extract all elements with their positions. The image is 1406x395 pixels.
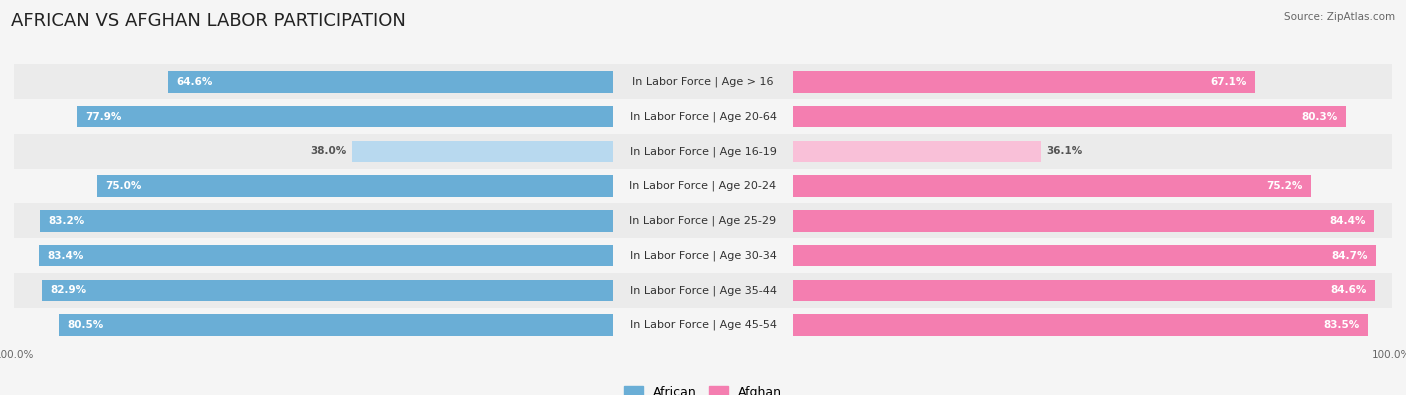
Text: 80.3%: 80.3% — [1302, 111, 1337, 122]
Bar — [169, 71, 613, 92]
Bar — [39, 245, 613, 266]
Bar — [14, 134, 1392, 169]
Text: 83.4%: 83.4% — [48, 250, 83, 261]
Text: 83.2%: 83.2% — [48, 216, 84, 226]
Bar — [41, 210, 613, 231]
Text: 77.9%: 77.9% — [84, 111, 121, 122]
Bar — [352, 141, 613, 162]
Bar — [14, 203, 1392, 238]
Bar — [59, 314, 613, 336]
Bar — [77, 106, 613, 127]
Bar — [14, 169, 1392, 203]
Bar — [793, 210, 1374, 231]
Text: 84.6%: 84.6% — [1330, 285, 1367, 295]
Text: In Labor Force | Age 35-44: In Labor Force | Age 35-44 — [630, 285, 776, 295]
Text: Source: ZipAtlas.com: Source: ZipAtlas.com — [1284, 12, 1395, 22]
Bar — [793, 175, 1310, 197]
Text: In Labor Force | Age 45-54: In Labor Force | Age 45-54 — [630, 320, 776, 330]
Text: 75.0%: 75.0% — [105, 181, 142, 191]
Text: 64.6%: 64.6% — [177, 77, 214, 87]
Bar — [793, 141, 1042, 162]
Text: In Labor Force | Age 16-19: In Labor Force | Age 16-19 — [630, 146, 776, 156]
Bar — [14, 308, 1392, 342]
Bar — [793, 71, 1254, 92]
Text: In Labor Force | Age 30-34: In Labor Force | Age 30-34 — [630, 250, 776, 261]
Text: 83.5%: 83.5% — [1323, 320, 1360, 330]
Bar — [97, 175, 613, 197]
Bar — [42, 280, 613, 301]
Text: 67.1%: 67.1% — [1211, 77, 1247, 87]
Text: 84.7%: 84.7% — [1331, 250, 1368, 261]
Text: 80.5%: 80.5% — [67, 320, 104, 330]
Bar — [14, 273, 1392, 308]
Text: In Labor Force | Age 20-64: In Labor Force | Age 20-64 — [630, 111, 776, 122]
Bar — [14, 64, 1392, 99]
Bar — [14, 238, 1392, 273]
Text: AFRICAN VS AFGHAN LABOR PARTICIPATION: AFRICAN VS AFGHAN LABOR PARTICIPATION — [11, 12, 406, 30]
Text: 38.0%: 38.0% — [309, 146, 346, 156]
Text: In Labor Force | Age 20-24: In Labor Force | Age 20-24 — [630, 181, 776, 191]
Text: 75.2%: 75.2% — [1265, 181, 1302, 191]
Bar — [793, 245, 1376, 266]
Bar — [14, 99, 1392, 134]
Legend: African, Afghan: African, Afghan — [617, 379, 789, 395]
Text: 36.1%: 36.1% — [1047, 146, 1083, 156]
Text: In Labor Force | Age 25-29: In Labor Force | Age 25-29 — [630, 216, 776, 226]
Text: 82.9%: 82.9% — [51, 285, 87, 295]
Bar — [793, 314, 1368, 336]
Bar — [793, 280, 1375, 301]
Bar — [793, 106, 1346, 127]
Text: In Labor Force | Age > 16: In Labor Force | Age > 16 — [633, 77, 773, 87]
Text: 84.4%: 84.4% — [1329, 216, 1365, 226]
